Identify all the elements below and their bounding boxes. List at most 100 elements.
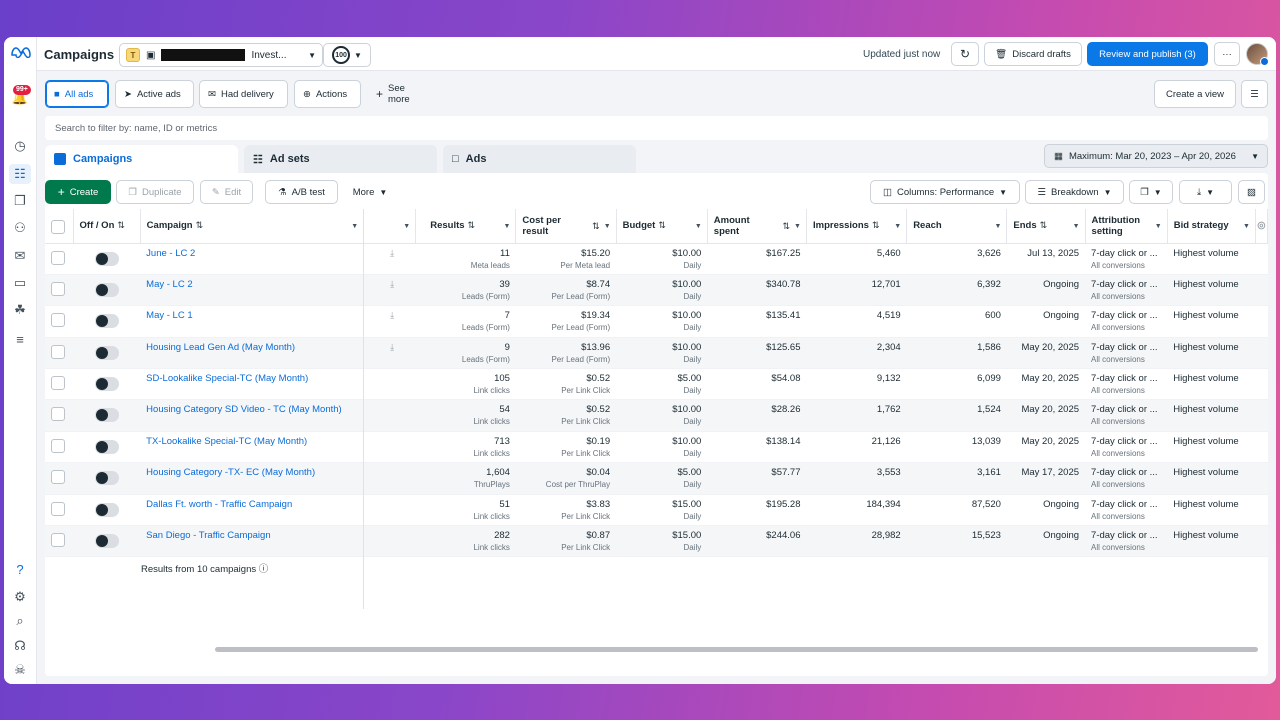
filter-active-ads[interactable]: ➤ Active ads [115,80,194,108]
col-ends[interactable]: Ends ⇅ ▼ [1006,209,1086,244]
pages-icon[interactable]: ❐ [14,193,26,208]
table-icon[interactable]: ☷ [9,164,31,184]
more-options-button[interactable]: ··· [1214,42,1240,66]
filter-actions[interactable]: ⊕ Actions [294,80,361,108]
events-icon[interactable]: ☘ [14,302,26,317]
campaign-toggle[interactable] [95,282,120,297]
table-row[interactable]: June - LC 2 ⤓ 11 Meta leads $15.20 Per Meta l… [45,243,1268,275]
col-offon[interactable]: Off / On ⇅ [73,209,141,244]
account-selector[interactable]: T ▣ Invest... ▼ [119,43,323,67]
reports-dropdown[interactable]: ❐ ▼ [1129,180,1173,204]
row-checkbox[interactable] [51,438,65,453]
col-add[interactable]: ◎ [1255,209,1268,244]
bug-icon[interactable]: ☠ [14,662,26,677]
headset-icon[interactable]: ☊ [14,638,26,653]
discard-drafts-button[interactable]: 🗑 Discard drafts [984,42,1082,66]
table-row[interactable]: Housing Category -TX- EC (May Month) 1,60… [45,462,1268,495]
select-all-checkbox[interactable] [51,220,65,235]
audience-icon[interactable]: ⚇ [14,220,26,235]
row-select-cell [45,305,74,338]
refresh-button[interactable]: ↻ [951,42,979,66]
duplicate-button[interactable]: ❐ Duplicate [116,180,194,204]
campaign-link[interactable]: Housing Category -TX- EC (May Month) [146,467,316,479]
table-row[interactable]: Housing Category SD Video - TC (May Mont… [45,399,1268,432]
campaign-link[interactable]: Housing Lead Gen Ad (May Month) [146,341,296,353]
row-checkbox[interactable] [51,313,65,328]
table-row[interactable]: Housing Lead Gen Ad (May Month) ⤓ 9 Leads (… [45,337,1268,370]
tab-ad-sets[interactable]: ☷ Ad sets [244,145,437,173]
create-button[interactable]: + Create [45,180,111,204]
col-attribution[interactable]: Attribution setting ▼ [1085,209,1168,244]
table-row[interactable]: May - LC 2 ⤓ 39 Leads (Form) $8.74 Per Lead (… [45,274,1268,307]
row-checkbox[interactable] [51,407,65,422]
row-checkbox[interactable] [51,533,65,548]
billing-icon[interactable]: ▭ [13,275,27,290]
table-row[interactable]: May - LC 1 ⤓ 7 Leads (Form) $19.34 Per Lead (… [45,305,1268,338]
help-icon[interactable]: ? [16,561,24,577]
sort-icon: ⇅ [1039,220,1048,231]
megaphone-icon[interactable]: ✉ [14,248,26,263]
tab-ads[interactable]: □ Ads [443,145,636,173]
ab-test-button[interactable]: ⚗ A/B test [265,180,338,204]
campaign-link[interactable]: Housing Category SD Video - TC (May Mont… [146,404,342,416]
campaign-toggle[interactable] [95,314,120,329]
campaign-toggle[interactable] [95,534,120,549]
tab-campaigns[interactable]: Campaigns [45,145,238,173]
opportunity-score[interactable]: 100 ▼ [323,43,371,67]
table-row[interactable]: San Diego - Traffic Campaign 282 Link clic… [45,525,1268,558]
campaign-toggle[interactable] [95,377,120,392]
table-row[interactable]: SD-Lookalike Special-TC (May Month) 105 Li… [45,368,1268,401]
campaign-link[interactable]: SD-Lookalike Special-TC (May Month) [146,373,309,385]
search-input[interactable]: Search to filter by: name, ID or metrics [45,116,1268,140]
col-budget[interactable]: Budget ⇅ ▼ [616,209,708,244]
row-checkbox[interactable] [51,376,65,391]
row-checkbox[interactable] [51,470,65,485]
campaign-link[interactable]: Dallas Ft. worth - Traffic Campaign [146,498,293,510]
review-publish-button[interactable]: Review and publish (3) [1087,42,1208,66]
campaign-toggle[interactable] [95,439,120,454]
filter-settings-button[interactable]: ☰ [1241,80,1268,108]
col-results[interactable]: Results ⇅ ▼ [415,209,517,244]
table-row[interactable]: Dallas Ft. worth - Traffic Campaign 51 Lin… [45,494,1268,527]
col-amount-spent[interactable]: Amount spent ⇅ ▼ [707,209,807,244]
col-campaign[interactable]: Campaign ⇅ ▼ [140,209,365,244]
row-checkbox[interactable] [51,250,65,265]
table-row[interactable]: TX-Lookalike Special-TC (May Month) 713 Li… [45,431,1268,464]
create-view-button[interactable]: Create a view [1154,80,1236,108]
menu-icon[interactable]: ≡ [16,331,24,347]
see-more-button[interactable]: + See more [368,80,434,108]
row-checkbox[interactable] [51,344,65,359]
campaign-link[interactable]: June - LC 2 [146,247,196,259]
date-range-picker[interactable]: ▦ Maximum: Mar 20, 2023 – Apr 20, 2026 ▼ [1044,144,1268,168]
col-reach[interactable]: Reach ▼ [906,209,1008,244]
meta-logo-icon[interactable] [7,44,35,60]
breakdown-dropdown[interactable]: ☰ Breakdown ▼ [1025,180,1124,204]
col-bid-strategy[interactable]: Bid strategy ▼ [1167,209,1256,244]
more-dropdown[interactable]: More ▼ [344,180,396,204]
campaign-toggle[interactable] [95,502,120,517]
row-checkbox[interactable] [51,281,65,296]
avatar[interactable] [1246,43,1269,66]
chart-button[interactable]: ▨ [1238,180,1265,204]
campaign-link[interactable]: San Diego - Traffic Campaign [146,530,271,542]
col-impressions[interactable]: Impressions ⇅ ▼ [806,209,908,244]
campaign-link[interactable]: TX-Lookalike Special-TC (May Month) [146,435,308,447]
campaign-toggle[interactable] [95,345,120,360]
row-checkbox[interactable] [51,501,65,516]
horizontal-scrollbar[interactable] [215,647,1258,652]
columns-dropdown[interactable]: ◫ Columns: Performance ▼ [870,180,1020,204]
export-dropdown[interactable]: ⤓ ▼ [1179,180,1232,204]
filter-had-delivery[interactable]: ✉ Had delivery [199,80,288,108]
campaign-link[interactable]: May - LC 2 [146,278,193,290]
search-icon[interactable]: ⌕ [16,613,24,628]
edit-button[interactable]: ✎ Edit [200,180,253,204]
col-delivery[interactable]: ▼ [363,209,417,244]
campaign-link[interactable]: May - LC 1 [146,310,193,322]
dashboard-icon[interactable]: ◷ [14,138,26,153]
filter-all-ads[interactable]: ■ All ads [45,80,109,108]
campaign-toggle[interactable] [95,408,120,423]
campaign-toggle[interactable] [95,251,120,266]
col-cost-per-result[interactable]: Cost per result ⇅ ▼ [515,209,617,244]
settings-gear-icon[interactable]: ⚙ [14,589,26,604]
campaign-toggle[interactable] [95,471,120,486]
